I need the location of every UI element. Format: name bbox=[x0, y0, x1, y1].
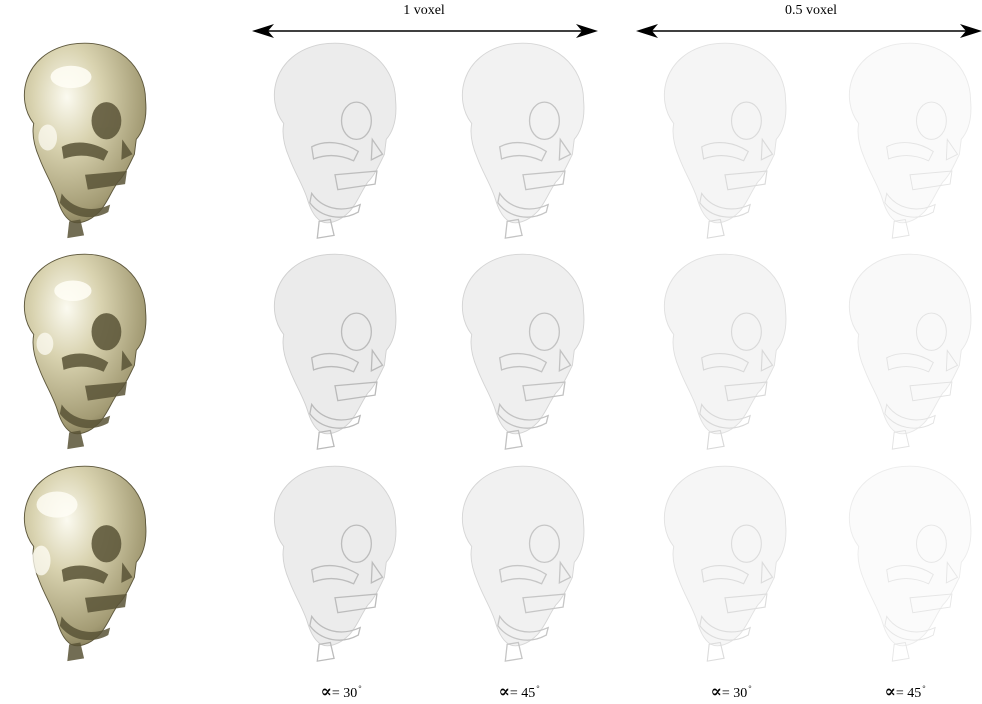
degree-symbol: ° bbox=[358, 684, 361, 693]
header-0.5-voxel: 0.5 voxel bbox=[751, 3, 871, 19]
diff-0.5voxel-45-row2 bbox=[825, 246, 982, 451]
alpha-value: = 30 bbox=[332, 686, 357, 701]
alpha-symbol: ∝ bbox=[498, 682, 509, 701]
diff-1voxel-45-row3 bbox=[438, 458, 608, 663]
col-label-1: ∝= 30° bbox=[296, 682, 386, 702]
diff-0.5voxel-30-row3 bbox=[640, 458, 810, 663]
diff-1voxel-30-row3 bbox=[250, 458, 420, 663]
diff-1voxel-45-row1 bbox=[438, 35, 608, 240]
render-row2 bbox=[0, 246, 170, 451]
alpha-value: = 45 bbox=[510, 686, 535, 701]
alpha-symbol: ∝ bbox=[710, 682, 721, 701]
diff-0.5voxel-30-row1 bbox=[640, 35, 810, 240]
render-row1 bbox=[0, 35, 170, 240]
diff-0.5voxel-45-row1 bbox=[825, 35, 982, 240]
col-label-4: ∝= 45° bbox=[860, 682, 950, 702]
diff-0.5voxel-30-row2 bbox=[640, 246, 810, 451]
render-row3 bbox=[0, 458, 170, 663]
diff-1voxel-45-row2 bbox=[438, 246, 608, 451]
degree-symbol: ° bbox=[748, 684, 751, 693]
diff-0.5voxel-45-row3 bbox=[825, 458, 982, 663]
alpha-value: = 30 bbox=[722, 686, 747, 701]
diff-1voxel-30-row2 bbox=[250, 246, 420, 451]
diff-1voxel-30-row1 bbox=[250, 35, 420, 240]
alpha-symbol: ∝ bbox=[320, 682, 331, 701]
col-label-2: ∝= 45° bbox=[474, 682, 564, 702]
col-label-3: ∝= 30° bbox=[686, 682, 776, 702]
header-1-voxel: 1 voxel bbox=[364, 3, 484, 19]
alpha-symbol: ∝ bbox=[884, 682, 895, 701]
degree-symbol: ° bbox=[536, 684, 539, 693]
alpha-value: = 45 bbox=[896, 686, 921, 701]
degree-symbol: ° bbox=[922, 684, 925, 693]
